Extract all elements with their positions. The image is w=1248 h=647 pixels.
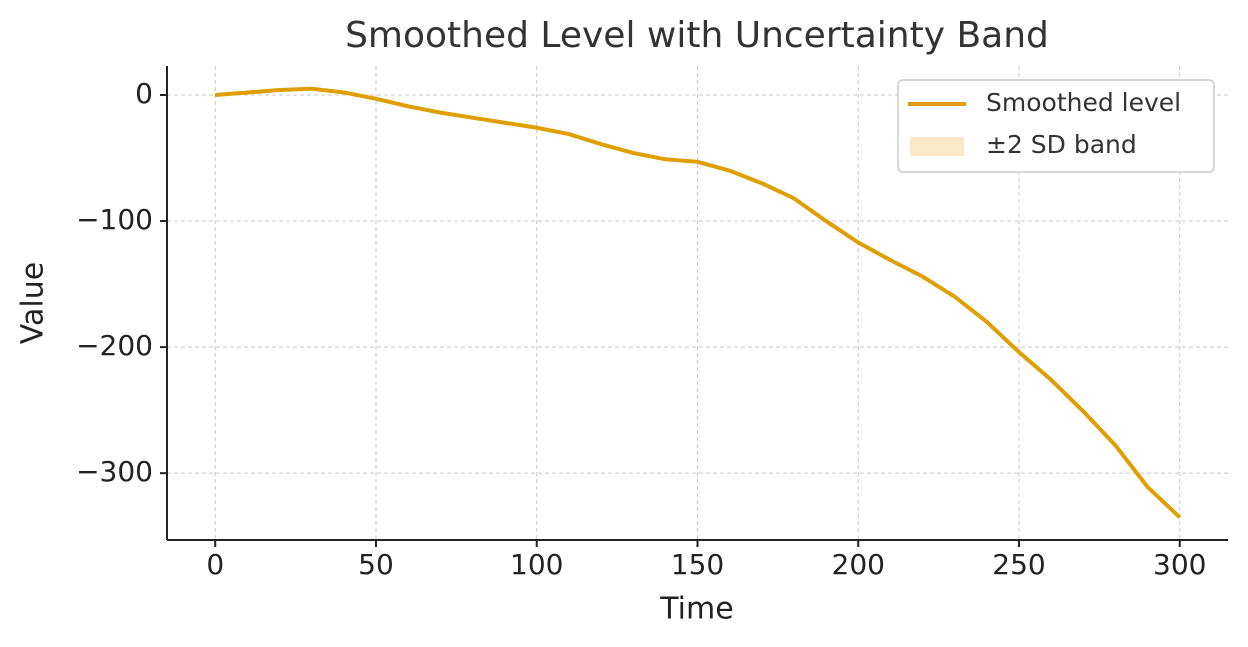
x-tick-label: 50 [358,548,394,581]
x-tick-label: 150 [671,548,724,581]
x-axis-label: Time [659,592,733,627]
x-tick-label: 250 [992,548,1045,581]
y-tick-label: 0 [135,77,153,110]
x-tick-label: 100 [510,548,563,581]
x-tick-label: 0 [206,548,224,581]
legend-swatch [910,137,964,156]
y-tick-label: −100 [76,203,153,236]
x-tick-label: 300 [1153,548,1206,581]
legend-label: Smoothed level [986,88,1181,117]
chart-title: Smoothed Level with Uncertainty Band [345,15,1049,56]
legend-box [897,79,1215,173]
y-axis-label: Value [16,262,51,344]
legend-label: ±2 SD band [986,130,1137,159]
y-tick-label: −200 [76,329,153,362]
y-tick-label: −300 [76,455,153,488]
x-tick-label: 200 [832,548,885,581]
line [215,86,1182,519]
